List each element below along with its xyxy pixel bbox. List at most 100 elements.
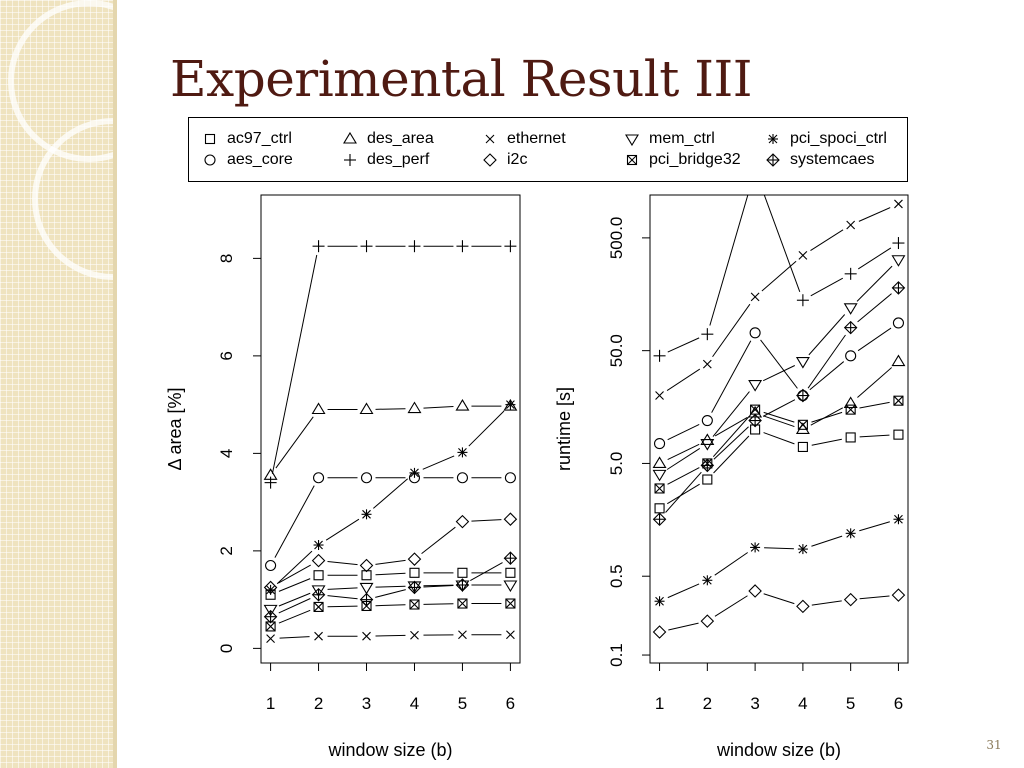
series-des-perf [653,195,905,362]
series-segment [375,604,406,607]
data-point [359,402,374,415]
series-segment [423,603,454,605]
series-segment [712,303,751,358]
series-segment [859,434,890,438]
legend-item-systemcaes: systemcaes [762,149,874,171]
data-point [362,631,371,641]
x-tick-label: 4 [798,694,807,713]
series-segment [811,535,843,547]
y-axis-label: runtime [s] [554,387,574,471]
data-point [655,391,664,400]
data-point [845,404,856,415]
data-point [797,419,808,430]
data-point [409,599,420,610]
series-segment [763,411,795,423]
data-point [457,447,468,458]
y-tick-label: 0.1 [607,643,626,667]
series-segment [375,408,406,410]
data-point [503,512,518,526]
data-point [263,604,278,617]
data-point [843,396,858,409]
data-point [263,609,278,624]
series-segment [859,595,890,600]
legend-item-ethernet: ethernet [479,128,566,150]
series-segment [275,416,314,469]
data-point [891,281,906,295]
x-tick-label: 3 [750,694,759,713]
data-point [701,328,714,341]
data-point [458,630,467,640]
data-point [360,240,373,253]
data-point [504,240,517,253]
data-point [795,357,810,369]
x-tick-label: 1 [655,694,664,713]
x-tick-label: 5 [458,694,467,713]
series-segment [278,578,311,592]
series-segment [325,518,360,541]
series-segment [713,426,749,460]
data-point [846,220,856,230]
series-segment [373,478,408,509]
data-point [311,553,326,568]
series-i2c [263,512,518,595]
data-point [845,528,856,539]
series-segment [423,584,454,588]
data-point [266,634,275,644]
data-point [504,472,516,484]
data-point [700,614,715,628]
series-segment [667,483,700,505]
data-point [893,514,904,525]
data-point [750,292,760,302]
y-tick-label: 6 [217,351,236,360]
x-tick-label: 2 [314,694,323,713]
data-point [892,237,905,250]
series-segment [667,337,700,353]
data-point [313,601,324,612]
series-segment [667,583,700,599]
data-point [311,587,326,602]
legend-marker-x [485,134,495,144]
data-point [506,630,515,640]
chart-1: 1 2 3 4 5 6 0 2 4 6 8 window size (b) Δ area [%] [165,194,521,760]
series-aes-core [654,317,904,450]
data-point [265,559,277,572]
series-segment [810,277,844,297]
decorative-sidebar [0,0,113,768]
series-segment [859,401,890,409]
y-tick-label: 500.0 [607,217,626,260]
legend-label: pci_spoci_ctrl [790,130,887,147]
data-point [359,582,374,595]
x-tick-label: 4 [410,694,419,713]
legend-label: i2c [507,151,528,168]
data-point [845,432,856,443]
series-segment [859,521,890,532]
series-segment [857,293,892,323]
series-segment [279,636,310,639]
series-aes-core [265,472,516,572]
series-segment [278,592,311,607]
legend-item-aes-core: aes_core [199,149,293,171]
data-point [408,240,421,253]
data-point [456,240,469,253]
plot-frame [649,194,909,664]
data-point [798,250,808,260]
series-segment [714,552,748,576]
series-segment [327,605,358,608]
series-mem-ctrl [652,255,906,482]
series-segment [763,593,795,605]
x-tick-label: 2 [703,694,712,713]
data-point [360,472,373,484]
series-segment [760,339,798,389]
data-point [652,469,667,482]
legend-item-des-perf: des_perf [339,149,429,171]
series-systemcaes [652,281,906,527]
data-point [843,303,858,315]
legend-label: des_perf [367,151,430,168]
data-point [313,570,324,581]
data-point [407,552,422,566]
y-tick-label: 2 [217,546,236,555]
series-pci-bridge32 [654,395,904,494]
legend-marker-triangle-down [625,134,639,147]
legend-label: aes_core [227,151,293,168]
x-tick-label: 5 [846,694,855,713]
